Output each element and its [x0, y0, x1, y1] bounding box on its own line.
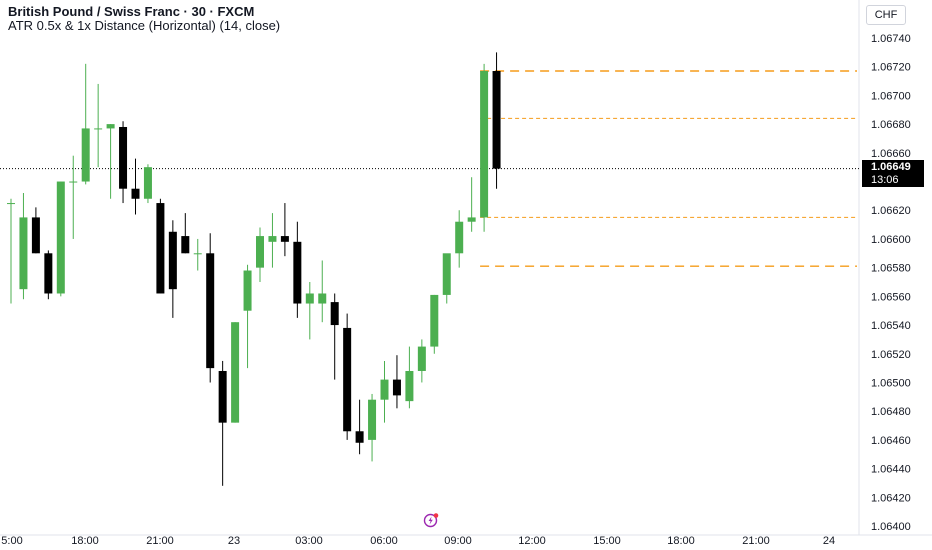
candle-body [143, 167, 152, 199]
current-price-value: 1.06649 [871, 161, 911, 173]
x-tick-label: 06:00 [370, 535, 398, 547]
y-tick-label: 1.06560 [871, 291, 911, 303]
candle-body [56, 181, 65, 294]
y-tick-label: 1.06420 [871, 492, 911, 504]
candle-body [492, 71, 501, 169]
candle-body [392, 379, 401, 396]
x-tick-label: 21:00 [146, 535, 174, 547]
candle-body [256, 236, 264, 268]
candle-body [417, 346, 426, 371]
candle-body [467, 217, 476, 222]
candle-body [380, 379, 389, 400]
candle-body [119, 126, 128, 189]
x-tick-label: 18:00 [667, 535, 695, 547]
y-tick-label: 1.06480 [871, 406, 911, 418]
y-tick-label: 1.06400 [871, 521, 911, 533]
candle-body [156, 203, 165, 294]
x-tick-label: 03:00 [295, 535, 323, 547]
indicator-legend[interactable]: ATR 0.5x & 1x Distance (Horizontal) (14,… [8, 18, 281, 33]
candle-body [480, 71, 489, 218]
candle-body [355, 431, 364, 443]
candle-body [7, 203, 15, 205]
candle-body [293, 241, 302, 304]
candle-body [31, 217, 40, 254]
y-tick-label: 1.06600 [871, 234, 911, 246]
x-tick-label: 18:00 [71, 535, 99, 547]
y-tick-label: 1.06460 [871, 435, 911, 447]
x-tick-label: 12:00 [518, 535, 546, 547]
current-price-badge: 1.06649 13:06 [862, 160, 924, 187]
x-tick-label: 5:00 [1, 535, 22, 547]
bar-countdown: 13:06 [871, 174, 899, 186]
candle-body [442, 253, 451, 295]
candle-body [430, 294, 439, 347]
x-tick-label: 09:00 [444, 535, 472, 547]
candle-body [455, 221, 464, 254]
y-tick-label: 1.06500 [871, 377, 911, 389]
y-tick-label: 1.06440 [871, 464, 911, 476]
candle-body [231, 322, 240, 423]
candle-body [94, 128, 103, 130]
y-tick-label: 1.06660 [871, 148, 911, 160]
candle-body [280, 236, 289, 242]
candle-body [193, 253, 202, 255]
candle-body [106, 124, 115, 129]
candle-body [405, 370, 414, 402]
candle-body [243, 270, 252, 311]
candle-body [206, 253, 215, 369]
x-tick-label: 21:00 [742, 535, 770, 547]
candle-body [19, 217, 28, 290]
y-tick-label: 1.06680 [871, 119, 911, 131]
x-tick-label: 24 [823, 535, 835, 547]
currency-selector[interactable]: CHF [866, 5, 906, 25]
candle-body [181, 236, 190, 254]
symbol-title[interactable]: British Pound / Swiss Franc · 30 · FXCM [8, 4, 255, 19]
y-tick-label: 1.06620 [871, 205, 911, 217]
candle-body [168, 231, 177, 290]
candle-body [131, 188, 140, 199]
y-tick-label: 1.06740 [871, 33, 911, 45]
candle-body [343, 327, 352, 432]
candle-body [330, 302, 339, 326]
candle-body [218, 370, 227, 423]
y-tick-label: 1.06580 [871, 263, 911, 275]
y-tick-label: 1.06540 [871, 320, 911, 332]
candle-body [44, 253, 53, 294]
candle-body [268, 236, 277, 242]
candle-body [318, 293, 327, 304]
x-tick-label: 15:00 [593, 535, 621, 547]
y-tick-label: 1.06520 [871, 349, 911, 361]
y-tick-label: 1.06720 [871, 62, 911, 74]
candle-body [69, 181, 78, 183]
candle-body [368, 399, 377, 440]
x-tick-label: 23 [228, 535, 240, 547]
candle-body [305, 293, 314, 304]
candle-body [81, 128, 90, 182]
flash-icon[interactable] [423, 512, 439, 528]
y-tick-label: 1.06700 [871, 90, 911, 102]
